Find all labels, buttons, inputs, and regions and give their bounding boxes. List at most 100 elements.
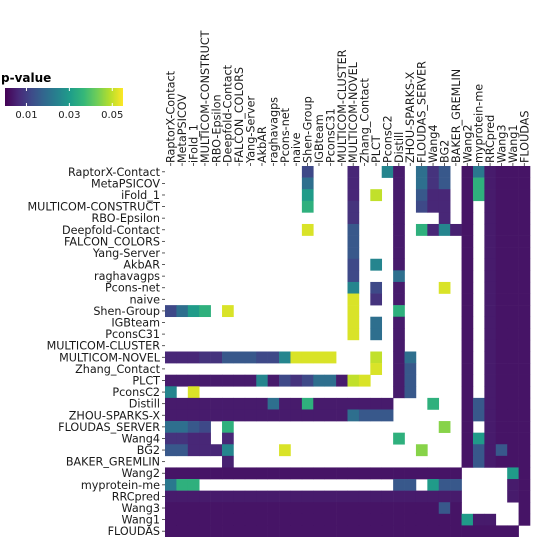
heatmap-cell [404, 386, 417, 399]
heatmap-cell [165, 467, 177, 480]
heatmap-cell [324, 502, 337, 515]
heatmap-cell [370, 328, 383, 341]
legend-tick-label: 0.03 [58, 110, 80, 121]
heatmap-cell [461, 328, 474, 341]
heatmap-cell [187, 479, 200, 491]
heatmap-cell [507, 212, 519, 225]
heatmap-cell [324, 351, 337, 364]
heatmap-cell [495, 200, 508, 213]
heatmap-cell [210, 351, 223, 364]
heatmap-cell [404, 513, 417, 526]
heatmap-cell [301, 177, 314, 190]
heatmap-cell [324, 409, 337, 422]
heatmap-cell [176, 351, 189, 364]
heatmap-cell [233, 525, 246, 537]
x-tick-label: Shen-Group [302, 96, 315, 163]
heatmap-cell [450, 490, 462, 503]
heatmap-cell [495, 444, 508, 457]
heatmap-cell [267, 525, 280, 537]
y-tick-label: PconsC31 [105, 328, 160, 341]
heatmap-cell [199, 421, 211, 433]
heatmap-cell [507, 421, 519, 433]
heatmap-cell [313, 525, 325, 537]
y-tick-label: Wang2 [121, 467, 160, 480]
heatmap-cell [347, 270, 360, 283]
heatmap-cell [495, 328, 508, 341]
heatmap-cell [393, 235, 405, 248]
heatmap-cell [495, 397, 508, 410]
x-tick-label: Zhang_Contact [359, 77, 372, 163]
x-tick-label: PLCT [370, 135, 383, 163]
heatmap-cell [495, 421, 508, 433]
heatmap-cell [438, 189, 451, 202]
heatmap-cell [222, 455, 234, 468]
heatmap-cell [393, 247, 405, 260]
heatmap-cell [336, 513, 348, 526]
x-tick-label: MULTICOM-NOVEL [347, 61, 360, 163]
heatmap-cell [393, 212, 405, 225]
heatmap-cell [461, 409, 474, 422]
heatmap-cell [176, 397, 189, 410]
heatmap-cell [484, 212, 497, 225]
heatmap-cell [290, 502, 303, 515]
y-tick-label: iFold_1 [121, 189, 160, 202]
heatmap-cell [347, 293, 360, 306]
heatmap-cell [165, 421, 177, 433]
heatmap-cell [210, 374, 223, 387]
heatmap-cell [495, 432, 508, 445]
heatmap-cell [187, 513, 200, 526]
heatmap-cell [495, 351, 508, 364]
heatmap-cell [165, 397, 177, 410]
y-tick-label: naive [129, 293, 160, 306]
heatmap-cell [393, 525, 405, 537]
heatmap-cell [472, 397, 485, 410]
heatmap-cell [370, 281, 383, 294]
heatmap-cell [518, 189, 531, 202]
heatmap-cell [507, 467, 519, 480]
heatmap-cell [484, 386, 497, 399]
heatmap-cell [484, 455, 497, 468]
y-tick-label: PconsC2 [112, 386, 160, 399]
heatmap-cell [438, 421, 451, 433]
heatmap-cell [210, 525, 223, 537]
heatmap-cell [165, 374, 177, 387]
heatmap-cell [461, 293, 474, 306]
y-tick-label: MULTICOM-CONSTRUCT [27, 201, 160, 214]
heatmap-cell [187, 432, 200, 445]
heatmap-cell [495, 212, 508, 225]
x-axis-labels: RaptorX-ContactMetaPSICOViFold_1MULTICOM… [165, 30, 531, 166]
heatmap-cell [507, 166, 519, 178]
heatmap-cell [415, 525, 428, 537]
y-tick-label: FALCON_COLORS [64, 235, 160, 248]
heatmap-cell [438, 200, 451, 213]
heatmap-cell [279, 502, 291, 515]
heatmap-cell [370, 525, 383, 537]
heatmap-cell [222, 374, 234, 387]
heatmap-cell [279, 409, 291, 422]
heatmap-cell [507, 339, 519, 352]
heatmap-cell [165, 513, 177, 526]
heatmap-cell [438, 479, 451, 491]
heatmap-cell [301, 189, 314, 202]
heatmap-cell [336, 502, 348, 515]
legend-tick-label: 0.05 [101, 110, 123, 121]
heatmap-cell [461, 258, 474, 271]
heatmap-cell [381, 490, 394, 503]
x-tick-label: BAKER_GREMLIN [450, 69, 463, 163]
heatmap-cell [222, 502, 234, 515]
heatmap-cell [393, 374, 405, 387]
heatmap-cell [256, 409, 268, 422]
heatmap-cell [518, 374, 531, 387]
heatmap-cell [347, 281, 360, 294]
heatmap-cell [347, 328, 360, 341]
y-tick-label: RBO-Epsilon [91, 212, 160, 225]
heatmap-cell [313, 409, 325, 422]
x-tick-label: RRCpred [484, 115, 497, 163]
heatmap-cell [484, 200, 497, 213]
heatmap-cell [495, 374, 508, 387]
heatmap-cell [393, 177, 405, 190]
heatmap-cell [393, 432, 405, 445]
y-tick-label: myprotein-me [81, 479, 160, 492]
heatmap-cell [472, 166, 485, 178]
heatmap-cell [187, 305, 200, 318]
